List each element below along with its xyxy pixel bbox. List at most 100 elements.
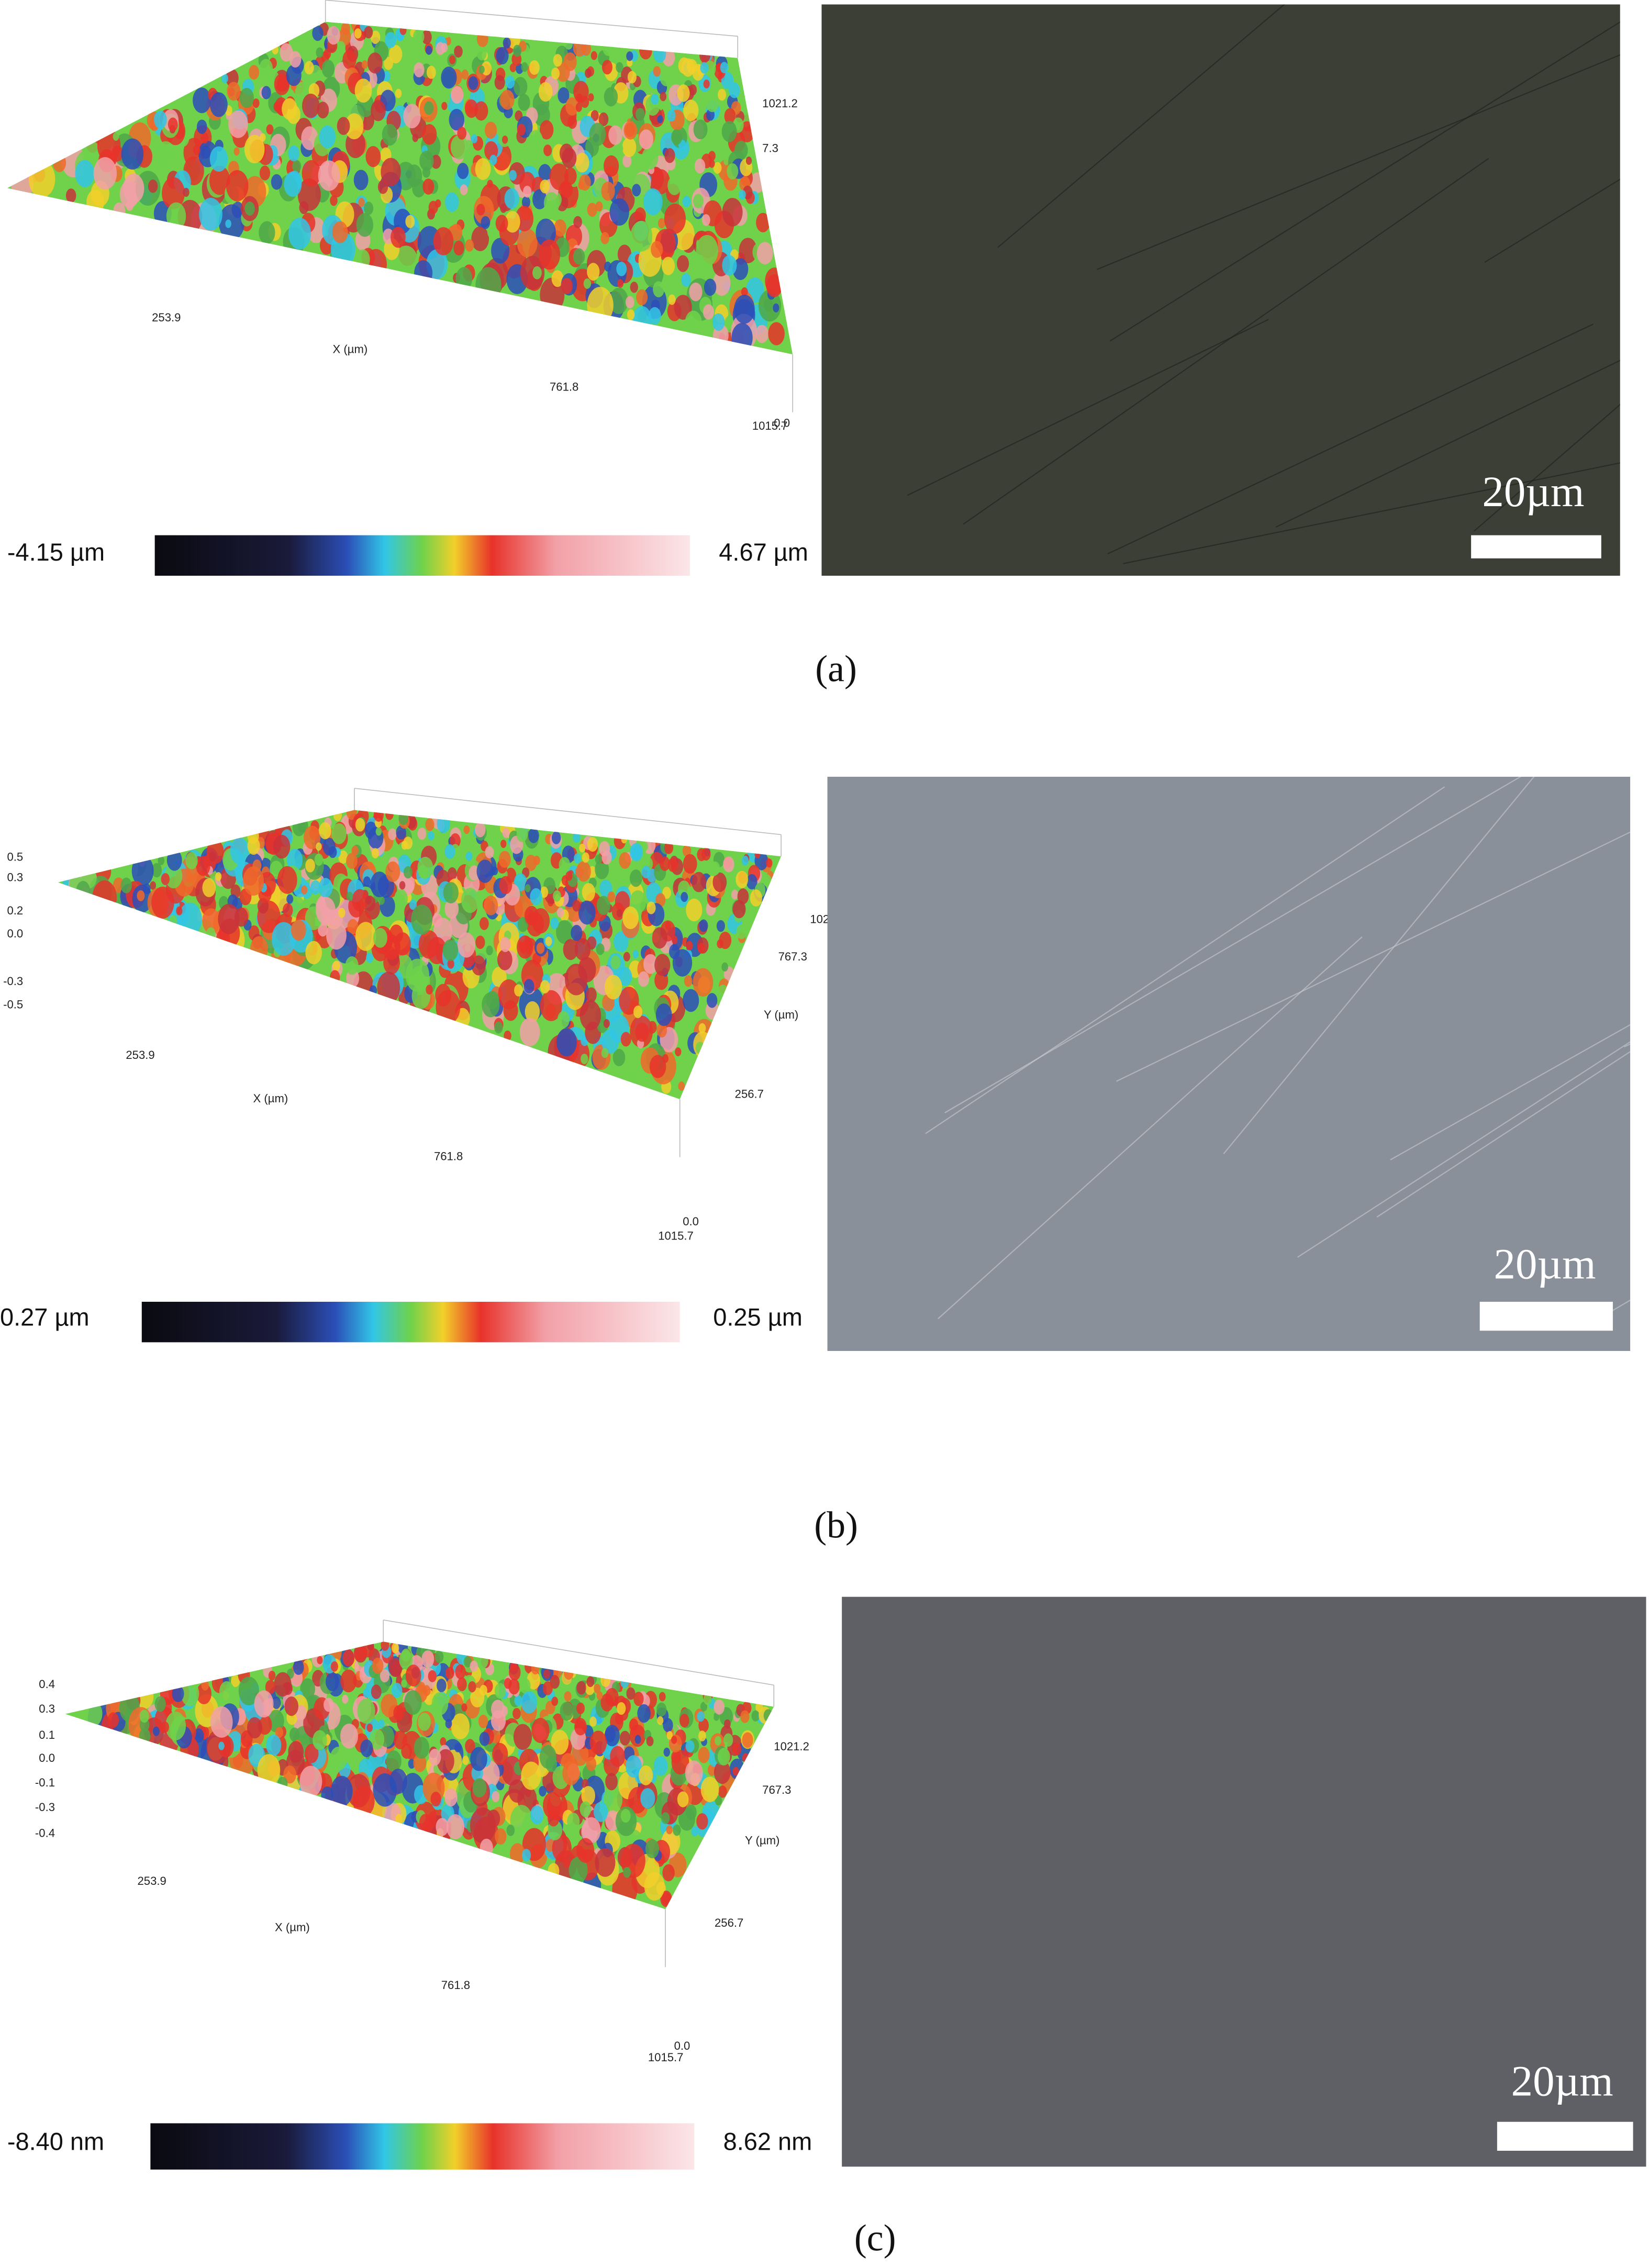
surface-peak — [762, 874, 772, 887]
surface-peak — [425, 818, 434, 831]
z-tick-label: 0.2 — [7, 904, 23, 917]
surface-peak — [465, 239, 474, 252]
surface-peak — [551, 270, 564, 287]
surface-peak — [542, 1681, 553, 1695]
surface-peak — [660, 92, 667, 102]
x-tick-label: 253.9 — [152, 311, 181, 324]
surface-peak — [656, 1702, 667, 1717]
surface-peak — [617, 279, 624, 288]
surface-peak — [370, 872, 389, 898]
surface-peak — [422, 178, 434, 195]
surface-peak — [367, 1641, 374, 1651]
surface-peak — [540, 980, 550, 994]
surface-peak — [578, 900, 596, 925]
surface-peak — [587, 837, 598, 852]
surface-peak — [196, 856, 210, 876]
surface-peak — [478, 1714, 488, 1728]
surface-peak — [572, 900, 581, 912]
surface-peak — [765, 267, 785, 295]
surface-peak — [338, 850, 348, 864]
surface-peak — [476, 859, 494, 883]
surface-peak — [317, 1656, 323, 1664]
surface-peak — [727, 163, 739, 180]
surface-peak — [623, 120, 638, 140]
surface-peak — [340, 1723, 359, 1749]
surface-peak — [619, 1730, 630, 1746]
surface-peak — [503, 1000, 518, 1021]
surface-peak — [283, 903, 293, 918]
surface-peak — [615, 891, 630, 912]
y-axis-label: Y (µm) — [745, 1834, 779, 1847]
surface-peak — [562, 1761, 580, 1785]
surface-peak — [693, 119, 708, 140]
surface-peak — [649, 1055, 666, 1078]
surface-peak — [277, 1777, 288, 1791]
surface-peak — [639, 1765, 653, 1785]
surface-peak — [698, 1747, 710, 1763]
surface-peak — [395, 88, 402, 98]
surface-peak — [405, 1664, 421, 1687]
surface-peak — [643, 188, 663, 216]
surface-peak — [168, 117, 178, 131]
surface-peak — [461, 69, 469, 80]
surface-peak — [161, 873, 170, 885]
surface-peak — [714, 1760, 731, 1784]
surface-peak — [559, 143, 574, 163]
surface-peak — [436, 1818, 449, 1836]
surface-peak — [616, 261, 627, 276]
surface-peak — [355, 249, 370, 270]
surface-peak — [206, 927, 216, 941]
surface-peak — [330, 970, 340, 985]
surface-peak — [552, 1835, 572, 1862]
surface-peak — [660, 856, 670, 872]
surface-peak — [581, 1054, 588, 1065]
surface-peak — [333, 810, 342, 821]
surface-peak — [622, 154, 632, 167]
surface-peak — [260, 133, 266, 142]
surface-peak — [342, 50, 356, 70]
surface-peak — [696, 1813, 708, 1830]
surface-peak — [485, 846, 494, 859]
surface-peak — [491, 33, 500, 47]
surface-peak — [697, 943, 706, 954]
surface-peak — [517, 935, 533, 959]
surface-peak — [210, 1706, 233, 1738]
surface-peak — [330, 1661, 338, 1672]
surface-peak — [644, 1872, 665, 1901]
surface-peak — [266, 124, 274, 135]
surface-peak — [574, 853, 581, 864]
surface-peak — [363, 876, 371, 887]
surface-peak — [65, 188, 76, 203]
surface-peak — [636, 108, 645, 121]
surface-peak — [538, 82, 553, 102]
surface-peak — [630, 282, 638, 293]
colorbar-max: 0.25 µm — [713, 1303, 803, 1331]
surface-peak — [627, 71, 637, 84]
surface-peak — [347, 919, 359, 935]
surface-peak — [199, 197, 222, 231]
scale-bar-label: 20µm — [1494, 1239, 1596, 1288]
surface-peak — [686, 898, 703, 922]
surface-peak — [304, 825, 321, 850]
surface-peak — [563, 1858, 571, 1868]
surface-peak — [366, 953, 374, 963]
surface-peak — [556, 907, 564, 918]
surface-peak — [634, 207, 646, 224]
surface-peak — [419, 150, 434, 171]
surface-peak — [344, 113, 364, 140]
surface-peak — [567, 116, 577, 129]
surface-peak — [681, 58, 695, 77]
surface-peak — [381, 1694, 398, 1718]
surface-peak — [273, 102, 281, 112]
surface-peak — [486, 945, 493, 956]
surface-peak — [316, 842, 322, 851]
surface-peak — [595, 1848, 616, 1877]
surface-peak — [589, 1716, 597, 1727]
scratch — [997, 4, 1285, 248]
surface-peak — [150, 881, 157, 890]
surface-peak — [619, 852, 631, 869]
surface-peak — [312, 25, 324, 41]
surface-peak — [686, 941, 693, 951]
surface-peak — [403, 866, 413, 879]
surface-peak — [510, 1843, 525, 1864]
